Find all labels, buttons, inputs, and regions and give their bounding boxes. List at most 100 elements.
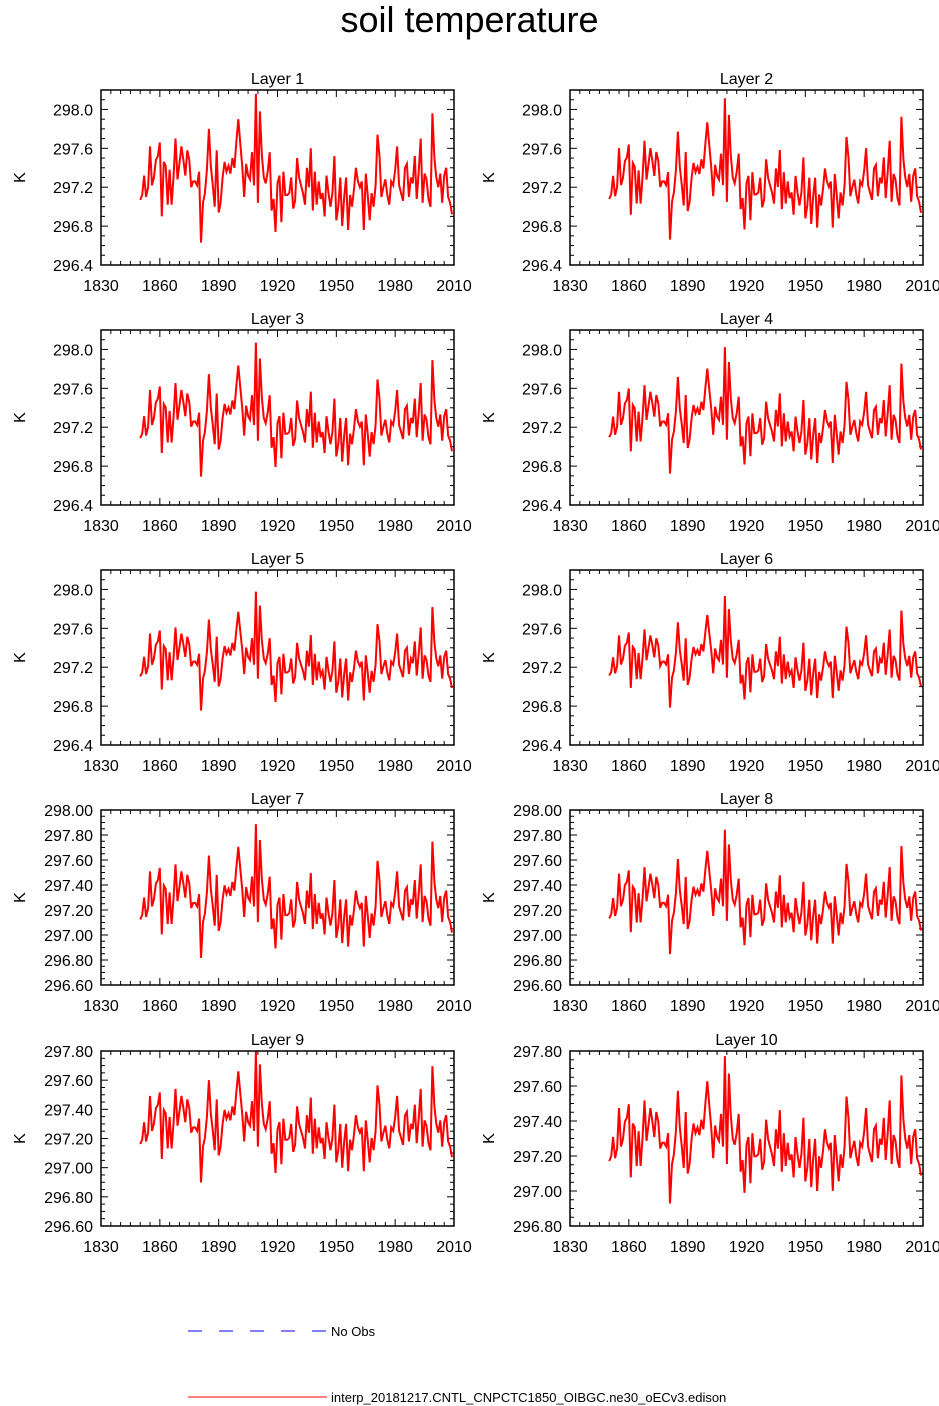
y-tick-label: 297.20 [513, 1149, 562, 1166]
y-tick-label: 297.40 [513, 1114, 562, 1131]
x-tick-label: 1980 [846, 758, 882, 775]
x-tick-label: 2010 [905, 518, 939, 535]
y-tick-label: 296.8 [522, 219, 562, 236]
x-tick-label: 1950 [788, 1239, 824, 1256]
y-tick-label: 298.0 [53, 342, 93, 359]
y-tick-label: 297.6 [522, 381, 562, 398]
plot-frame [569, 89, 924, 266]
y-tick-label: 298.0 [522, 342, 562, 359]
y-axis-label: K [12, 652, 29, 663]
x-tick-label: 2010 [905, 1239, 939, 1256]
x-tick-label: 1980 [846, 278, 882, 295]
x-tick-label: 1890 [670, 1239, 706, 1256]
y-tick-label: 297.60 [44, 1073, 93, 1090]
x-tick-label: 1950 [319, 1239, 355, 1256]
x-tick-label: 1830 [552, 278, 588, 295]
y-tick-label: 298.0 [522, 582, 562, 599]
plot-frame [569, 329, 924, 506]
y-tick-label: 297.00 [44, 1161, 93, 1178]
x-tick-label: 1890 [670, 278, 706, 295]
y-tick-label: 296.4 [522, 258, 562, 275]
plot-frame [569, 569, 924, 746]
y-tick-label: 297.80 [44, 1044, 93, 1061]
y-tick-label: 297.40 [44, 878, 93, 895]
x-tick-label: 1830 [552, 518, 588, 535]
y-tick-label: 296.4 [522, 738, 562, 755]
y-axis-label: K [481, 652, 498, 663]
x-tick-label: 1860 [142, 518, 178, 535]
data-series-line [139, 824, 453, 959]
y-tick-label: 296.8 [522, 699, 562, 716]
y-tick-label: 297.60 [513, 1079, 562, 1096]
chart-panel-1: Layer 1 K 1830 1860 1890 1920 1950 1980 2010 296.… [12, 71, 472, 295]
x-tick-label: 1950 [319, 278, 355, 295]
x-tick-label: 1980 [377, 1239, 413, 1256]
y-tick-label: 297.00 [513, 1184, 562, 1201]
chart-panel-3: Layer 3 K 1830 1860 1890 1920 1950 1980 2010 296.… [12, 311, 472, 535]
y-tick-label: 297.20 [513, 903, 562, 920]
x-tick-label: 2010 [436, 278, 472, 295]
y-tick-label: 297.80 [44, 828, 93, 845]
x-tick-label: 1890 [670, 998, 706, 1015]
x-tick-label: 1980 [377, 278, 413, 295]
y-axis-label: K [12, 892, 29, 903]
data-series-line [139, 1050, 453, 1183]
y-tick-label: 296.4 [522, 498, 562, 515]
x-tick-label: 2010 [905, 998, 939, 1015]
y-tick-label: 298.0 [53, 582, 93, 599]
x-tick-label: 1890 [670, 518, 706, 535]
x-tick-label: 1980 [377, 998, 413, 1015]
y-tick-label: 297.20 [44, 1132, 93, 1149]
plot-frame [569, 1050, 924, 1227]
y-axis-label: K [12, 172, 29, 183]
data-series-line [139, 342, 453, 477]
y-tick-label: 297.80 [513, 1044, 562, 1061]
y-tick-label: 297.6 [53, 141, 93, 158]
x-tick-label: 1890 [201, 998, 237, 1015]
y-tick-label: 297.40 [44, 1102, 93, 1119]
y-tick-label: 296.4 [53, 738, 93, 755]
y-tick-label: 297.80 [513, 828, 562, 845]
x-tick-label: 1860 [611, 518, 647, 535]
x-tick-label: 2010 [905, 278, 939, 295]
x-tick-label: 1890 [201, 1239, 237, 1256]
x-tick-label: 1920 [260, 1239, 296, 1256]
x-tick-label: 1890 [201, 518, 237, 535]
panel-title: Layer 2 [720, 71, 773, 88]
chart-panel-5: Layer 5 K 1830 1860 1890 1920 1950 1980 2010 296.… [12, 551, 472, 775]
x-tick-label: 1950 [319, 518, 355, 535]
x-tick-label: 1920 [260, 278, 296, 295]
data-series-line [608, 1056, 922, 1204]
y-tick-label: 296.80 [513, 953, 562, 970]
panel-title: Layer 4 [720, 311, 773, 328]
y-axis-label: K [481, 892, 498, 903]
y-tick-label: 297.00 [513, 928, 562, 945]
x-tick-label: 1830 [83, 758, 119, 775]
y-tick-label: 296.8 [53, 699, 93, 716]
legend-label-no-obs: No Obs [331, 1324, 376, 1339]
x-tick-label: 1830 [83, 278, 119, 295]
legend: No Obs interp_20181217.CNTL_CNPCTC1850_O… [188, 1324, 726, 1405]
y-tick-label: 296.80 [513, 1219, 562, 1236]
y-axis-label: K [12, 1133, 29, 1144]
panel-title: Layer 9 [251, 1032, 304, 1049]
x-tick-label: 1890 [670, 758, 706, 775]
y-tick-label: 297.20 [44, 903, 93, 920]
x-tick-label: 1920 [729, 278, 765, 295]
y-tick-label: 296.60 [44, 1219, 93, 1236]
chart-panel-4: Layer 4 K 1830 1860 1890 1920 1950 1980 2010 296.… [481, 311, 939, 535]
y-tick-label: 296.60 [44, 978, 93, 995]
plot-frame [100, 809, 455, 986]
plot-frame [569, 809, 924, 986]
x-tick-label: 1890 [201, 758, 237, 775]
y-tick-label: 296.80 [44, 1190, 93, 1207]
y-tick-label: 297.60 [44, 853, 93, 870]
y-tick-label: 296.8 [522, 459, 562, 476]
x-tick-label: 1860 [142, 1239, 178, 1256]
plot-frame [100, 569, 455, 746]
x-tick-label: 1920 [729, 1239, 765, 1256]
y-tick-label: 297.6 [522, 621, 562, 638]
data-series-line [608, 829, 922, 955]
y-tick-label: 296.80 [44, 953, 93, 970]
y-axis-label: K [12, 412, 29, 423]
